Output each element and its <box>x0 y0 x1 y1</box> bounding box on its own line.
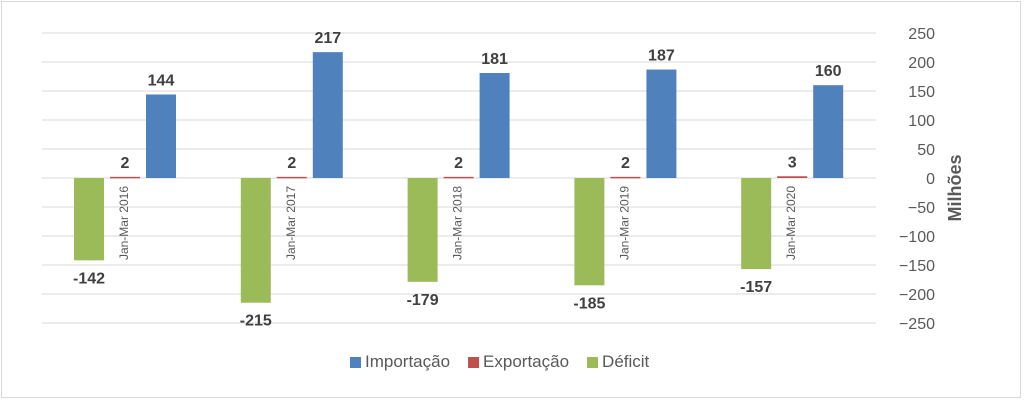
data-label: 2 <box>621 155 630 172</box>
y-tick-label: −150 <box>899 258 935 275</box>
bar-dficit <box>407 178 438 282</box>
x-category-label: Jan-Mar 2019 <box>617 186 631 260</box>
y-tick-label: −250 <box>899 316 935 333</box>
bar-dficit <box>574 178 605 286</box>
y-tick-label: 100 <box>908 113 935 130</box>
y-tick-label: 50 <box>917 142 935 159</box>
data-label: 217 <box>314 30 341 47</box>
x-category-label: Jan-Mar 2018 <box>451 186 465 260</box>
data-label: -157 <box>740 279 772 296</box>
y-axis-title: Milhões <box>945 154 965 221</box>
bar-importao <box>479 73 510 178</box>
bar-exportao <box>110 176 140 179</box>
bar-exportao <box>777 176 808 178</box>
x-category-label: Jan-Mar 2016 <box>117 186 131 260</box>
data-label: 2 <box>121 155 130 172</box>
bar-importao <box>146 94 176 178</box>
data-label: 181 <box>481 51 508 68</box>
x-category-label: Jan-Mar 2017 <box>284 186 298 260</box>
y-tick-label: 250 <box>908 26 935 43</box>
bar-exportao <box>610 176 641 179</box>
bar-importao <box>646 69 677 178</box>
y-tick-label: −100 <box>899 229 935 246</box>
bar-exportao <box>276 176 307 179</box>
y-tick-label: 0 <box>926 171 935 188</box>
legend-label: Importação <box>365 352 450 371</box>
data-label: -185 <box>573 295 605 312</box>
bar-exportao <box>443 176 474 179</box>
bar-dficit <box>741 178 772 270</box>
bar-dficit <box>240 178 271 303</box>
data-label: -179 <box>407 292 439 309</box>
data-label: 2 <box>454 155 463 172</box>
data-label: 2 <box>287 155 296 172</box>
legend-swatch <box>350 357 361 368</box>
bar-dficit <box>74 178 104 261</box>
y-tick-label: −50 <box>908 200 935 217</box>
legend-label: Déficit <box>602 352 650 371</box>
bar-importao <box>813 85 844 178</box>
data-label: 144 <box>148 72 175 89</box>
data-label: 3 <box>788 154 797 171</box>
data-label: -215 <box>240 313 272 330</box>
data-label: 187 <box>648 48 675 65</box>
legend-swatch <box>587 357 599 368</box>
x-category-label: Jan-Mar 2020 <box>784 186 798 260</box>
y-tick-label: 200 <box>908 55 935 72</box>
data-label: 160 <box>815 63 842 80</box>
legend-swatch <box>468 357 480 368</box>
y-tick-label: 150 <box>908 84 935 101</box>
data-label: -142 <box>73 270 105 287</box>
legend-label: Exportação <box>483 352 569 371</box>
y-tick-label: −200 <box>899 287 935 304</box>
bar-importao <box>312 52 343 178</box>
